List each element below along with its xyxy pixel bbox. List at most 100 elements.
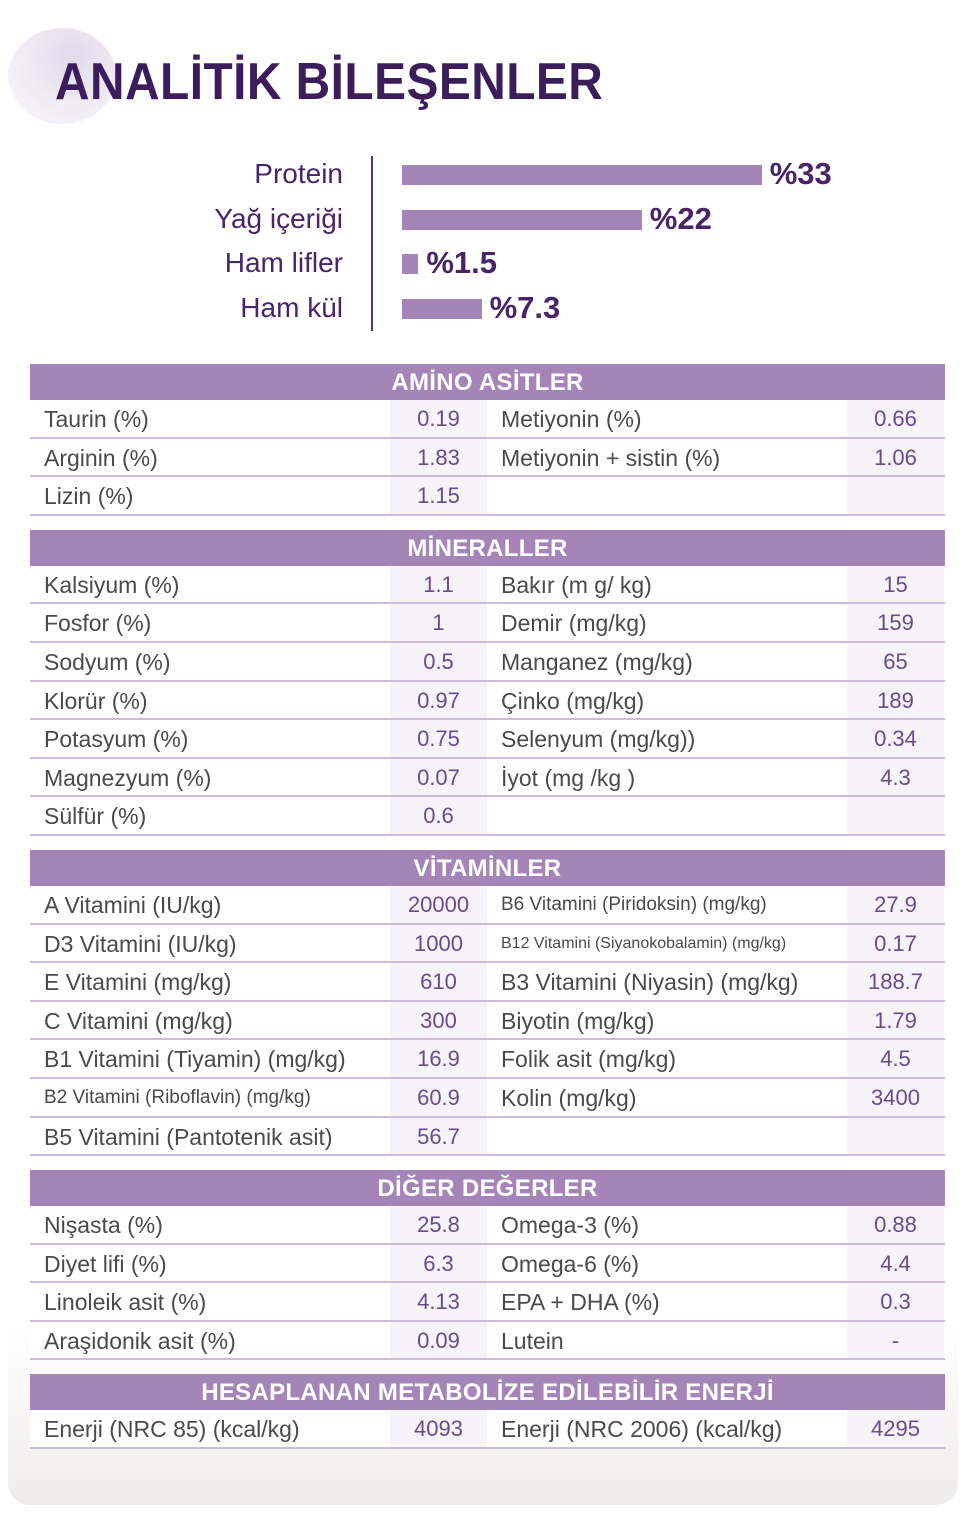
- nutrient-label: D3 Vitamini (IU/kg): [30, 924, 390, 962]
- nutrient-label: C Vitamini (mg/kg): [30, 1001, 390, 1039]
- nutrient-value: 4.5: [847, 1040, 944, 1077]
- table-row: A Vitamini (IU/kg) 20000 B6 Vitamini (Piri…: [30, 885, 945, 925]
- nutrient-label: B12 Vitamini (Siyanokobalamin) (mg/kg): [487, 924, 847, 962]
- table-row: B2 Vitamini (Riboflavin) (mg/kg) 60.9 Koli…: [30, 1078, 945, 1118]
- nutrient-label: Lizin (%): [30, 477, 390, 514]
- nutrient-value: 0.34: [847, 720, 944, 757]
- analytic-bar-chart: Protein %33 Yağ içeriği %22 Ham lifler %1.5 Ha…: [0, 150, 960, 340]
- nutrient-value: 4093: [390, 1410, 487, 1448]
- nutrient-label: Enerji (NRC 2006) (kcal/kg): [487, 1410, 847, 1448]
- nutrient-value: 65: [847, 642, 944, 680]
- nutrient-label: Taurin (%): [30, 400, 390, 437]
- nutrient-value: 4.13: [390, 1283, 487, 1320]
- table-row: Lizin (%) 1.15: [30, 477, 945, 516]
- table-row: Linoleik asit (%) 4.13 EPA + DHA (%) 0.3: [30, 1283, 945, 1322]
- nutrient-value: 1000: [390, 924, 487, 962]
- section-header: AMİNO ASİTLER: [30, 364, 945, 400]
- nutrient-label: Omega-3 (%): [487, 1206, 847, 1243]
- table-row: D3 Vitamini (IU/kg) 1000 B12 Vitamini (Siy…: [30, 924, 945, 964]
- nutrient-value: 0.17: [847, 924, 944, 962]
- table-row: Sodyum (%) 0.5 Manganez (mg/kg) 65: [30, 642, 945, 682]
- section-header: DİĞER DEĞERLER: [30, 1170, 945, 1207]
- bar-value-label: %7.3: [489, 289, 561, 325]
- section-table: HESAPLANAN METABOLİZE EDİLEBİLİR ENERJİ E…: [30, 1374, 945, 1450]
- nutrient-value: 1.83: [390, 438, 487, 476]
- nutrient-value: 0.66: [847, 400, 944, 437]
- section-table: MİNERALLER Kalsiyum (%) 1.1 Bakır (m g/ kg)…: [30, 529, 945, 836]
- nutrient-value: 4295: [847, 1410, 944, 1448]
- nutrient-label: [487, 797, 847, 834]
- section-table: VİTAMİNLER A Vitamini (IU/kg) 20000 B6 Vita…: [30, 849, 945, 1157]
- table-row: Arginin (%) 1.83 Metiyonin + sistin (%) 1.0…: [30, 438, 945, 478]
- bar-label: Ham kül: [240, 291, 343, 323]
- table-row: Enerji (NRC 85) (kcal/kg) 4093 Enerji (NRC…: [30, 1410, 945, 1450]
- nutrient-value: 188.7: [847, 963, 944, 1000]
- table-row: Kalsiyum (%) 1.1 Bakır (m g/ kg) 15: [30, 565, 945, 605]
- nutrient-value: 20000: [390, 885, 487, 923]
- table-row: Taurin (%) 0.19 Metiyonin (%) 0.66: [30, 400, 945, 439]
- section-table: AMİNO ASİTLER Taurin (%) 0.19 Metiyonin (%)…: [30, 364, 945, 516]
- nutrient-value: 1.79: [847, 1001, 944, 1039]
- bar-label: Ham lifler: [224, 247, 343, 278]
- nutrient-label: Metiyonin + sistin (%): [487, 438, 847, 476]
- nutrient-label: Folik asit (mg/kg): [487, 1040, 847, 1077]
- nutrient-label: B3 Vitamini (Niyasin) (mg/kg): [487, 963, 847, 1000]
- table-row: Sülfür (%) 0.6: [30, 797, 945, 836]
- nutrient-value: 0.19: [390, 400, 487, 437]
- nutrient-label: B6 Vitamini (Piridoksin) (mg/kg): [487, 885, 847, 923]
- nutrient-value: 27.9: [847, 885, 944, 923]
- table-row: B5 Vitamini (Pantotenik asit) 56.7: [30, 1117, 945, 1157]
- nutrient-value: 0.75: [390, 720, 487, 757]
- nutrient-label: Araşidonik asit (%): [30, 1321, 390, 1359]
- nutrient-value: 159: [847, 604, 944, 641]
- section-header: MİNERALLER: [30, 529, 945, 566]
- nutrient-value: [847, 1117, 944, 1155]
- nutrient-label: Arginin (%): [30, 438, 390, 476]
- page-title: ANALİTİK BİLEŞENLER: [55, 53, 604, 111]
- nutrient-value: 6.3: [390, 1244, 487, 1282]
- bar: [402, 298, 482, 319]
- nutrient-label: Sodyum (%): [30, 642, 390, 680]
- nutrient-value: 610: [390, 963, 487, 1000]
- nutrient-value: 0.09: [390, 1321, 487, 1359]
- nutrient-value: 16.9: [390, 1040, 487, 1077]
- nutrient-label: Nişasta (%): [30, 1206, 390, 1243]
- bar-label: Yağ içeriği: [214, 202, 343, 234]
- section-header: VİTAMİNLER: [30, 849, 945, 886]
- nutrient-label: Omega-6 (%): [487, 1244, 847, 1282]
- nutrient-label: Diyet lifi (%): [30, 1244, 390, 1282]
- nutrient-value: 1: [390, 604, 487, 641]
- nutrient-value: 15: [847, 565, 944, 603]
- nutrient-value: 0.88: [847, 1206, 944, 1243]
- nutrient-label: Bakır (m g/ kg): [487, 565, 847, 603]
- table-row: Magnezyum (%) 0.07 İyot (mg /kg ) 4.3: [30, 758, 945, 798]
- table-row: C Vitamini (mg/kg) 300 Biyotin (mg/kg) 1.79: [30, 1001, 945, 1041]
- nutrient-label: Potasyum (%): [30, 720, 390, 757]
- table-row: Klorür (%) 0.97 Çinko (mg/kg) 189: [30, 681, 945, 721]
- nutrient-value: 4.3: [847, 758, 944, 796]
- table-row: B1 Vitamini (Tiyamin) (mg/kg) 16.9 Folik a…: [30, 1040, 945, 1079]
- nutrient-value: 1.1: [390, 565, 487, 603]
- nutrient-label: Kalsiyum (%): [30, 565, 390, 603]
- nutrient-value: [847, 477, 944, 514]
- nutrient-label: EPA + DHA (%): [487, 1283, 847, 1320]
- nutrient-label: İyot (mg /kg ): [487, 758, 847, 796]
- nutrient-value: 0.6: [390, 797, 487, 834]
- nutrient-label: E Vitamini (mg/kg): [30, 963, 390, 1000]
- nutrient-label: Demir (mg/kg): [487, 604, 847, 641]
- nutrient-label: Lutein: [487, 1321, 847, 1359]
- bar: [402, 165, 762, 185]
- bar-value-label: %33: [769, 156, 832, 191]
- nutrient-label: Klorür (%): [30, 681, 390, 719]
- nutrient-label: B1 Vitamini (Tiyamin) (mg/kg): [30, 1040, 390, 1077]
- nutrient-label: Manganez (mg/kg): [487, 642, 847, 680]
- nutrient-value: 0.97: [390, 681, 487, 719]
- nutrient-value: 189: [847, 681, 944, 719]
- nutrient-value: 300: [390, 1001, 487, 1039]
- nutrient-label: A Vitamini (IU/kg): [30, 885, 390, 923]
- nutrient-label: Linoleik asit (%): [30, 1283, 390, 1320]
- decorative-circle: [8, 28, 116, 124]
- nutrient-label: Biyotin (mg/kg): [487, 1001, 847, 1039]
- table-row: Araşidonik asit (%) 0.09 Lutein -: [30, 1321, 945, 1361]
